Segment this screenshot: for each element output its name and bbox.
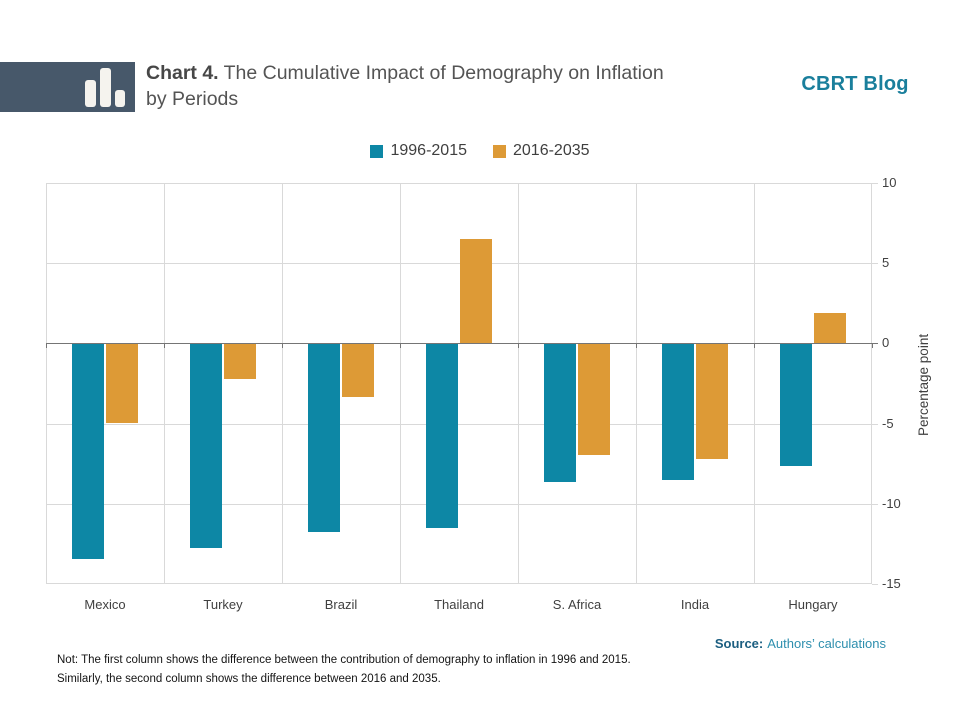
category-tick xyxy=(518,343,519,348)
y-axis-tick xyxy=(872,183,878,184)
bar-2016-2035-S. Africa xyxy=(578,344,610,455)
source-line: Source: Authors’ calculations xyxy=(715,636,886,651)
y-tick-label: 5 xyxy=(882,255,890,270)
chart-title-text: The Cumulative Impact of Demography on I… xyxy=(146,62,664,110)
brand-wordmark: CBRT Blog xyxy=(801,73,909,95)
v-gridline xyxy=(518,183,519,584)
source-value: Authors’ calculations xyxy=(767,636,886,651)
footnote-line-1: Not: The first column shows the differen… xyxy=(57,654,631,666)
category-tick xyxy=(636,343,637,348)
legend-item-1996-2015: 1996-2015 xyxy=(370,142,467,160)
x-tick-label-Mexico: Mexico xyxy=(84,597,126,612)
bar-1996-2015-India xyxy=(662,344,694,480)
h-gridline xyxy=(46,424,872,425)
chart-title-number: Chart 4. xyxy=(146,62,219,84)
y-axis-tick xyxy=(872,504,878,505)
bar-2016-2035-India xyxy=(696,344,728,459)
bar-1996-2015-Mexico xyxy=(72,344,104,559)
y-tick-label: -5 xyxy=(882,416,894,431)
x-tick-label-Hungary: Hungary xyxy=(788,597,838,612)
y-axis-tick xyxy=(872,584,878,585)
bar-chart-icon-bar xyxy=(115,90,125,107)
category-tick xyxy=(46,343,47,348)
chart-legend: 1996-2015 2016-2035 xyxy=(0,141,960,161)
legend-label: 2016-2035 xyxy=(513,142,590,159)
source-label: Source: xyxy=(714,636,764,651)
y-axis-tick xyxy=(872,424,878,425)
y-axis-tick xyxy=(872,263,878,264)
chart-title: Chart 4. The Cumulative Impact of Demogra… xyxy=(146,60,666,112)
bar-2016-2035-Thailand xyxy=(460,239,492,343)
plot-area xyxy=(46,183,872,584)
footnote-line-2: Similarly, the second column shows the d… xyxy=(57,673,441,685)
v-gridline xyxy=(400,183,401,584)
bar-2016-2035-Turkey xyxy=(224,344,256,379)
bar-2016-2035-Brazil xyxy=(342,344,374,397)
category-tick xyxy=(400,343,401,348)
y-tick-label: -10 xyxy=(882,496,901,511)
legend-label: 1996-2015 xyxy=(390,142,467,159)
bar-1996-2015-Turkey xyxy=(190,344,222,548)
x-tick-label-India: India xyxy=(680,597,710,612)
category-tick xyxy=(282,343,283,348)
x-tick-label-Turkey: Turkey xyxy=(203,597,243,612)
bar-chart-icon-bar xyxy=(100,68,111,107)
category-tick xyxy=(754,343,755,348)
h-gridline xyxy=(46,504,872,505)
x-tick-label-Thailand: Thailand xyxy=(434,597,484,612)
v-gridline xyxy=(636,183,637,584)
bar-2016-2035-Mexico xyxy=(106,344,138,423)
y-tick-label: -15 xyxy=(882,576,901,591)
y-tick-label: 0 xyxy=(882,335,890,350)
bar-chart-icon-bar xyxy=(85,80,96,107)
blog-logo xyxy=(0,62,135,112)
y-axis-title: Percentage point xyxy=(916,333,931,437)
v-gridline xyxy=(754,183,755,584)
v-gridline xyxy=(164,183,165,584)
v-gridline xyxy=(282,183,283,584)
bar-2016-2035-Hungary xyxy=(814,313,846,343)
category-tick xyxy=(164,343,165,348)
h-gridline xyxy=(46,263,872,264)
legend-swatch-orange xyxy=(493,144,506,158)
bar-1996-2015-S. Africa xyxy=(544,344,576,482)
bar-1996-2015-Thailand xyxy=(426,344,458,528)
footnote: Not: The first column shows the differen… xyxy=(57,651,631,689)
legend-swatch-teal xyxy=(370,144,384,158)
zero-line xyxy=(46,343,878,344)
x-tick-label-S. Africa: S. Africa xyxy=(552,597,602,612)
y-tick-label: 10 xyxy=(882,175,897,190)
x-tick-label-Brazil: Brazil xyxy=(324,597,358,612)
bar-1996-2015-Hungary xyxy=(780,344,812,466)
bar-1996-2015-Brazil xyxy=(308,344,340,532)
category-tick xyxy=(872,343,873,348)
legend-item-2016-2035: 2016-2035 xyxy=(493,142,590,160)
